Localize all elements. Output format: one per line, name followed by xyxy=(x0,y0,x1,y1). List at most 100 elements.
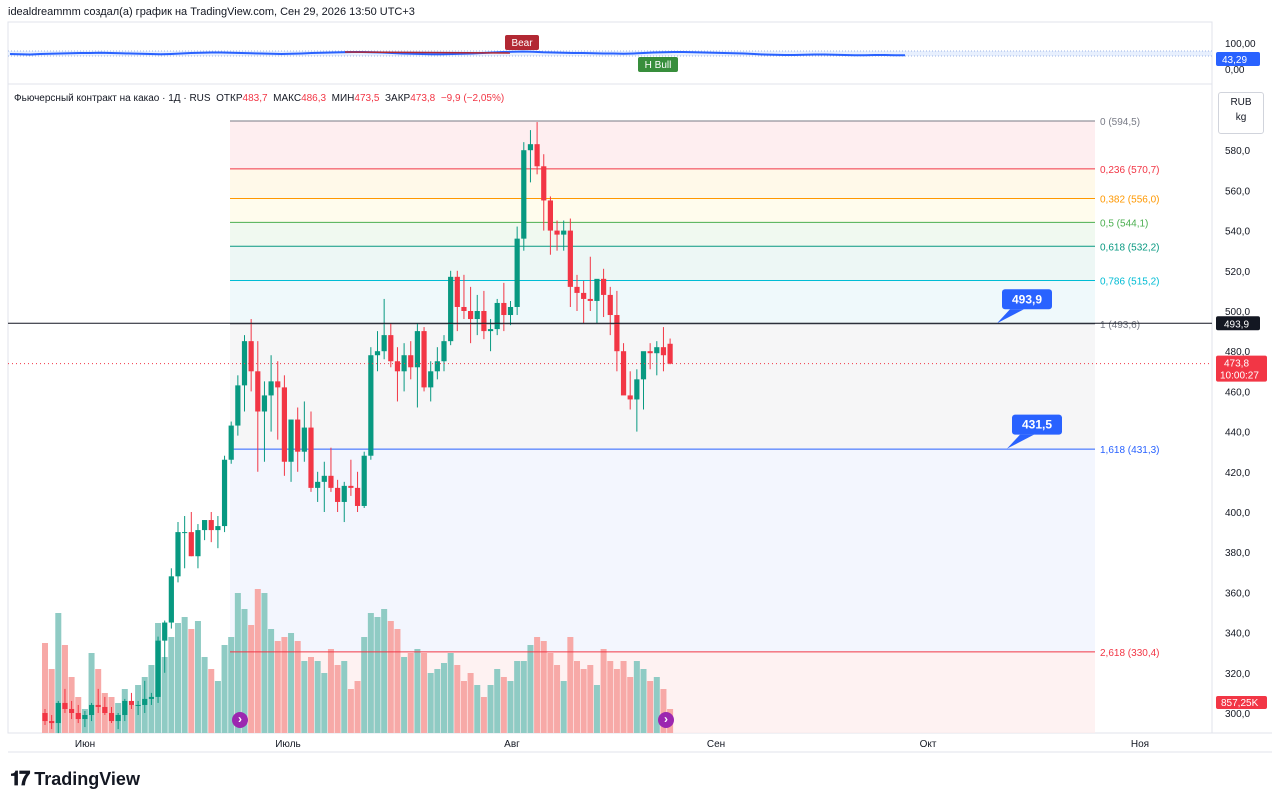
fib-zone xyxy=(230,449,1095,652)
last-price-box xyxy=(1216,355,1267,382)
candle-body xyxy=(281,387,287,462)
price-axis-tick: 480,0 xyxy=(1225,347,1250,358)
time-axis-tick: Июль xyxy=(275,739,301,750)
time-axis-tick: Сен xyxy=(707,739,725,750)
volume-bar xyxy=(660,689,667,733)
volume-bar xyxy=(633,661,640,733)
volume-bar xyxy=(607,661,614,733)
candle-body xyxy=(188,532,194,557)
low-label: МИН xyxy=(331,93,355,104)
indicator-axis-0: 0,00 xyxy=(1225,65,1245,76)
candle-body xyxy=(261,395,268,412)
volume-bar xyxy=(527,645,534,733)
candle-body xyxy=(128,700,135,705)
volume-bar xyxy=(441,663,447,733)
volume-bar xyxy=(454,665,461,733)
bear-divergence-line xyxy=(344,51,511,54)
event-marker-icon xyxy=(232,712,248,728)
event-marker-glyph: › xyxy=(238,712,242,726)
price-axis-tick: 420,0 xyxy=(1225,468,1250,479)
volume-bar xyxy=(361,637,368,733)
candle-body xyxy=(388,335,394,362)
volume-bar xyxy=(321,673,328,733)
fib-level-label: 2,618 (330,4) xyxy=(1100,648,1160,659)
callout-label: 431,5 xyxy=(1022,418,1052,432)
price-axis-tick: 360,0 xyxy=(1225,588,1250,599)
close-label: ЗАКР xyxy=(385,93,411,104)
callout-box xyxy=(1002,289,1052,310)
candle-body xyxy=(547,200,553,231)
candle-body xyxy=(182,532,188,534)
candle-body xyxy=(221,459,228,527)
volume-bar xyxy=(301,661,308,733)
candle-body xyxy=(481,311,487,332)
candle-body xyxy=(381,335,387,352)
candle-body xyxy=(288,419,294,462)
candle-body xyxy=(341,485,347,502)
high-label: МАКС xyxy=(273,93,302,104)
candle-body xyxy=(660,347,667,356)
price-axis-tick: 320,0 xyxy=(1225,669,1250,680)
fib-zone xyxy=(230,246,1095,281)
volume-bar xyxy=(281,637,288,733)
volume-bar xyxy=(394,629,401,733)
volume-bar xyxy=(407,653,414,733)
candle-body xyxy=(301,427,307,452)
volume-bar xyxy=(175,623,181,733)
volume-bar xyxy=(194,621,201,733)
candle-body xyxy=(321,475,327,482)
candle-body xyxy=(620,351,627,396)
candle-body xyxy=(95,704,101,707)
currency-label: RUB xyxy=(1230,97,1252,108)
price-axis-tick: 500,0 xyxy=(1225,307,1250,318)
volume-bar xyxy=(494,669,501,733)
candle-body xyxy=(155,640,161,697)
change-value: −9,9 (−2,05%) xyxy=(440,93,505,104)
event-marker-glyph: › xyxy=(664,712,668,726)
candle-body xyxy=(55,702,61,724)
time-axis-tick: Ноя xyxy=(1131,739,1149,750)
candle-body xyxy=(42,713,48,722)
candle-body xyxy=(162,622,168,641)
volume-bar xyxy=(55,613,62,733)
price-axis-tick: 520,0 xyxy=(1225,267,1250,278)
volume-bar xyxy=(647,681,654,733)
open-label: ОТКР xyxy=(216,93,243,104)
candle-body xyxy=(574,286,580,293)
volume-bar xyxy=(560,681,567,733)
time-axis-tick: Окт xyxy=(920,739,937,750)
countdown-label: 10:00:27 xyxy=(1220,371,1259,382)
brand-label: TradingView xyxy=(34,769,140,789)
unit-selector[interactable]: RUB kg xyxy=(1218,92,1264,134)
price-axis-tick: 300,0 xyxy=(1225,709,1250,720)
volume-bar xyxy=(367,613,374,733)
candle-body xyxy=(215,526,221,531)
volume-bar xyxy=(181,617,188,733)
measure-label: kg xyxy=(1235,112,1247,123)
volume-bar xyxy=(554,665,561,733)
volume-bar xyxy=(467,673,474,733)
fib-level-label: 0 (594,5) xyxy=(1100,117,1140,128)
candle-body xyxy=(315,481,321,488)
candle-body xyxy=(115,715,121,722)
volume-value-label: 857,25K xyxy=(1221,698,1259,709)
callout-box xyxy=(1012,414,1062,435)
candle-body xyxy=(634,379,640,400)
volume-bar xyxy=(427,673,434,733)
fib-level-label: 0,618 (532,2) xyxy=(1100,242,1160,253)
volume-bar xyxy=(214,681,221,733)
volume-bar xyxy=(547,653,554,733)
low-value: 473,5 xyxy=(354,93,380,104)
candle-body xyxy=(601,278,607,295)
candle-body xyxy=(295,419,301,452)
price-axis-tick: 560,0 xyxy=(1225,186,1250,197)
volume-bar xyxy=(620,661,627,733)
candle-body xyxy=(647,351,653,354)
candle-body xyxy=(607,294,613,316)
volume-bar xyxy=(314,661,321,733)
candle-body xyxy=(527,144,534,151)
candle-body xyxy=(255,371,261,412)
price-axis-tick: 380,0 xyxy=(1225,548,1250,559)
